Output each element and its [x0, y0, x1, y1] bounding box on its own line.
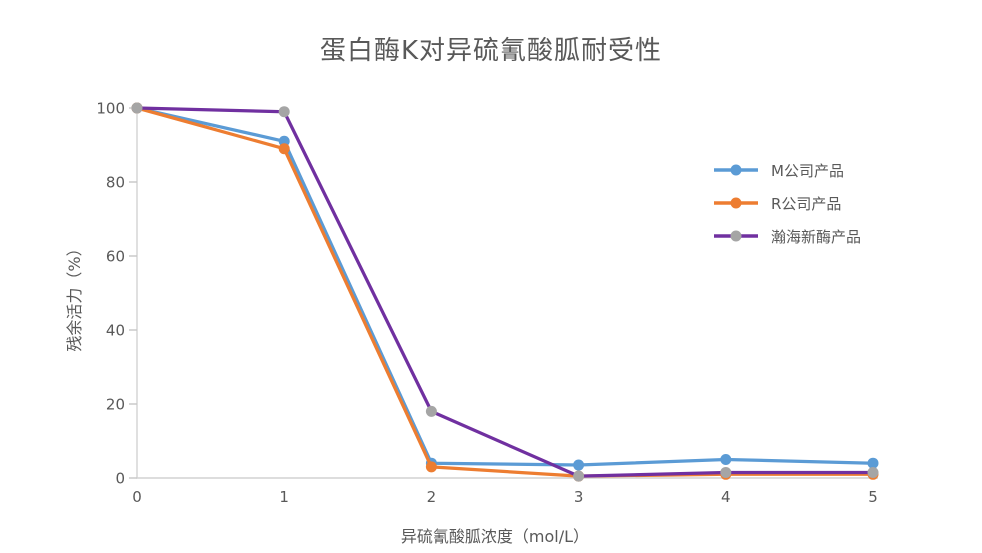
data-point: [720, 454, 732, 465]
x-tick-label: 5: [868, 488, 878, 506]
x-tick-label: 2: [427, 488, 437, 506]
legend-item-series-m: M公司产品: [712, 159, 861, 181]
y-tick-label: 60: [106, 247, 125, 265]
line-marker-icon: [714, 230, 758, 242]
x-tick-label: 3: [574, 488, 584, 506]
y-tick-label: 80: [106, 173, 125, 191]
data-point: [573, 459, 585, 471]
series-line-2: [135, 106, 875, 478]
x-tick-label: 1: [279, 488, 289, 506]
data-point: [425, 405, 437, 417]
series-line-0: [135, 106, 875, 467]
data-point: [720, 466, 732, 478]
data-point: [573, 470, 585, 482]
data-point: [278, 143, 290, 155]
line-marker-icon: [714, 164, 758, 176]
legend-label: 瀚海新酶产品: [771, 227, 862, 246]
line-marker-icon: [714, 197, 758, 209]
x-tick-label: 4: [721, 488, 731, 506]
y-tick-label: 40: [106, 321, 125, 339]
y-tick-label: 20: [106, 395, 125, 413]
data-point: [278, 106, 290, 118]
legend-label: M公司产品: [771, 161, 844, 180]
data-point: [867, 466, 879, 478]
x-axis-title: 异硫氰酸胍浓度（mol/L）: [400, 527, 590, 546]
y-tick-label: 100: [96, 99, 125, 117]
chart-title: 蛋白酶K对异硫氰酸胍耐受性: [319, 36, 663, 66]
x-tick-label: 0: [132, 488, 142, 506]
series-line-1: [135, 106, 875, 478]
legend-item-series-r: R公司产品: [712, 192, 861, 214]
legend-label: R公司产品: [771, 194, 842, 213]
data-point: [867, 457, 879, 469]
data-point: [131, 102, 143, 114]
y-tick-label: 0: [115, 469, 125, 487]
legend: M公司产品 R公司产品 瀚海新酶产品: [712, 159, 861, 247]
data-point: [425, 461, 437, 473]
legend-item-series-hanhai: 瀚海新酶产品: [712, 225, 861, 247]
